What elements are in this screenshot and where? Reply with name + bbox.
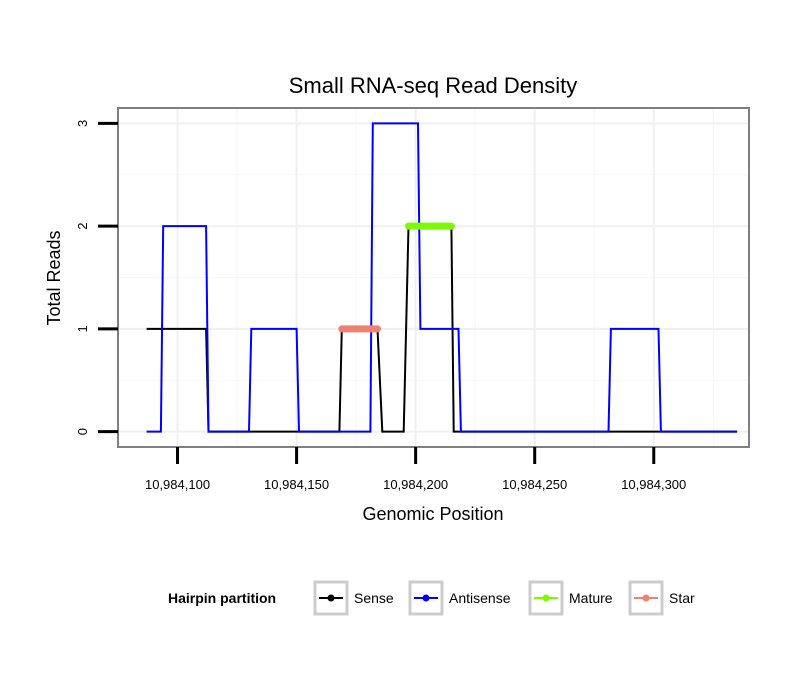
x-tick-label: 10,984,200 bbox=[383, 477, 448, 492]
plot-panel bbox=[117, 107, 750, 448]
chart-title: Small RNA-seq Read Density bbox=[289, 73, 578, 98]
x-axis-title: Genomic Position bbox=[362, 504, 503, 524]
legend-key-point bbox=[422, 594, 430, 602]
legend-label-star: Star bbox=[669, 590, 695, 606]
panel-border bbox=[117, 107, 750, 448]
y-tick-label: 0 bbox=[75, 428, 90, 435]
y-axis-title: Total Reads bbox=[44, 230, 64, 325]
y-tick-label: 2 bbox=[75, 222, 90, 229]
x-tick-label: 10,984,250 bbox=[502, 477, 567, 492]
x-tick-label: 10,984,300 bbox=[621, 477, 686, 492]
legend-label-antisense: Antisense bbox=[449, 590, 511, 606]
x-tick-label: 10,984,150 bbox=[264, 477, 329, 492]
y-tick-label: 1 bbox=[75, 325, 90, 332]
legend-key-point bbox=[642, 594, 650, 602]
legend-label-mature: Mature bbox=[569, 590, 613, 606]
y-axis: 0 1 2 3 bbox=[75, 120, 118, 435]
series-line-antisense bbox=[146, 122, 738, 433]
x-axis: 10,984,100 10,984,150 10,984,200 10,984,250… bbox=[145, 447, 686, 492]
x-tick-label: 10,984,100 bbox=[145, 477, 210, 492]
legend-key-point bbox=[327, 594, 335, 602]
legend-key-point bbox=[542, 594, 550, 602]
y-tick-label: 3 bbox=[75, 120, 90, 127]
legend: Hairpin partition Sense Antisense Mature St… bbox=[168, 580, 695, 616]
legend-label-sense: Sense bbox=[354, 590, 394, 606]
legend-title: Hairpin partition bbox=[168, 590, 276, 606]
